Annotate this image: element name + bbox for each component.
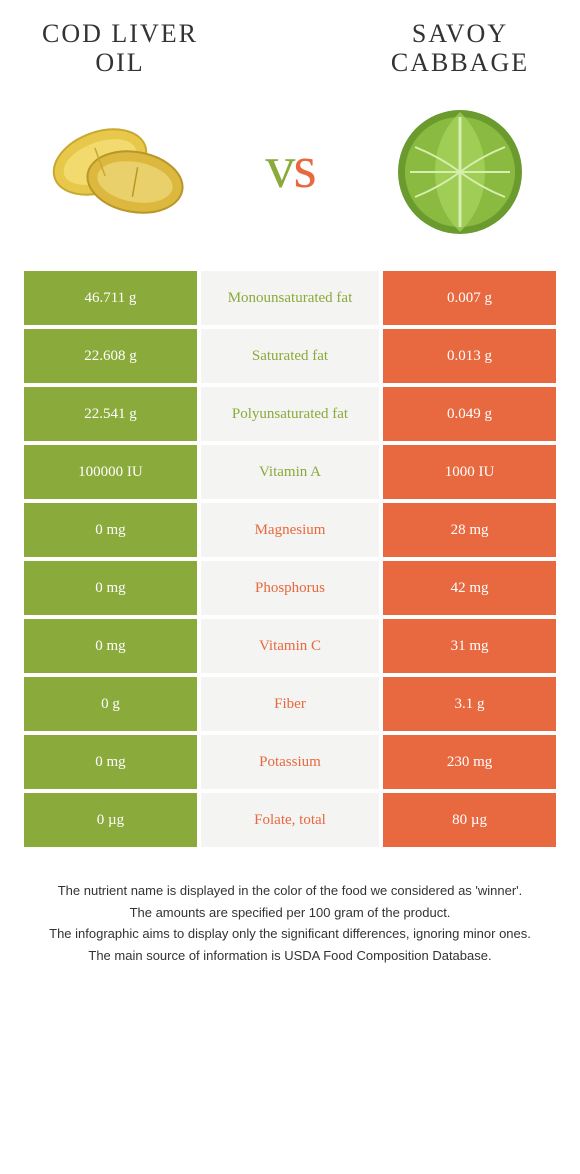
right-value: 31 mg bbox=[381, 617, 558, 675]
table-row: 0 µgFolate, total80 µg bbox=[22, 791, 558, 849]
right-value: 0.013 g bbox=[381, 327, 558, 385]
left-value: 0 mg bbox=[22, 501, 199, 559]
table-row: 22.608 gSaturated fat0.013 g bbox=[22, 327, 558, 385]
table-row: 22.541 gPolyunsaturated fat0.049 g bbox=[22, 385, 558, 443]
food-right-image bbox=[380, 97, 540, 237]
right-value: 42 mg bbox=[381, 559, 558, 617]
table-row: 100000 IUVitamin A1000 IU bbox=[22, 443, 558, 501]
table-row: 0 mgPotassium230 mg bbox=[22, 733, 558, 791]
right-value: 230 mg bbox=[381, 733, 558, 791]
food-left-image bbox=[40, 97, 200, 237]
right-value: 80 µg bbox=[381, 791, 558, 849]
table-row: 46.711 gMonounsaturated fat0.007 g bbox=[22, 269, 558, 327]
table-row: 0 mgMagnesium28 mg bbox=[22, 501, 558, 559]
nutrient-name: Vitamin C bbox=[199, 617, 381, 675]
footer-line: The nutrient name is displayed in the co… bbox=[40, 881, 540, 901]
left-value: 0 µg bbox=[22, 791, 199, 849]
nutrient-name: Magnesium bbox=[199, 501, 381, 559]
left-value: 22.541 g bbox=[22, 385, 199, 443]
vs-label: vs bbox=[265, 133, 314, 202]
table-row: 0 mgVitamin C31 mg bbox=[22, 617, 558, 675]
footer-line: The amounts are specified per 100 gram o… bbox=[40, 903, 540, 923]
header: Cod liver oil Savoy cabbage bbox=[20, 20, 560, 77]
right-value: 0.049 g bbox=[381, 385, 558, 443]
left-value: 0 mg bbox=[22, 559, 199, 617]
left-value: 46.711 g bbox=[22, 269, 199, 327]
nutrient-name: Vitamin A bbox=[199, 443, 381, 501]
table-row: 0 mgPhosphorus42 mg bbox=[22, 559, 558, 617]
nutrient-name: Polyunsaturated fat bbox=[199, 385, 381, 443]
nutrient-name: Phosphorus bbox=[199, 559, 381, 617]
footer-notes: The nutrient name is displayed in the co… bbox=[20, 881, 560, 965]
food-left-title: Cod liver oil bbox=[20, 20, 220, 77]
left-value: 22.608 g bbox=[22, 327, 199, 385]
nutrient-name: Potassium bbox=[199, 733, 381, 791]
left-value: 0 mg bbox=[22, 617, 199, 675]
left-value: 100000 IU bbox=[22, 443, 199, 501]
food-right-title: Savoy cabbage bbox=[360, 20, 560, 77]
right-value: 28 mg bbox=[381, 501, 558, 559]
nutrient-name: Monounsaturated fat bbox=[199, 269, 381, 327]
nutrient-name: Fiber bbox=[199, 675, 381, 733]
right-value: 3.1 g bbox=[381, 675, 558, 733]
vs-row: vs bbox=[20, 97, 560, 237]
right-value: 0.007 g bbox=[381, 269, 558, 327]
table-row: 0 gFiber3.1 g bbox=[22, 675, 558, 733]
comparison-table: 46.711 gMonounsaturated fat0.007 g22.608… bbox=[20, 267, 560, 851]
nutrient-name: Saturated fat bbox=[199, 327, 381, 385]
left-value: 0 mg bbox=[22, 733, 199, 791]
left-value: 0 g bbox=[22, 675, 199, 733]
right-value: 1000 IU bbox=[381, 443, 558, 501]
footer-line: The main source of information is USDA F… bbox=[40, 946, 540, 966]
footer-line: The infographic aims to display only the… bbox=[40, 924, 540, 944]
nutrient-name: Folate, total bbox=[199, 791, 381, 849]
